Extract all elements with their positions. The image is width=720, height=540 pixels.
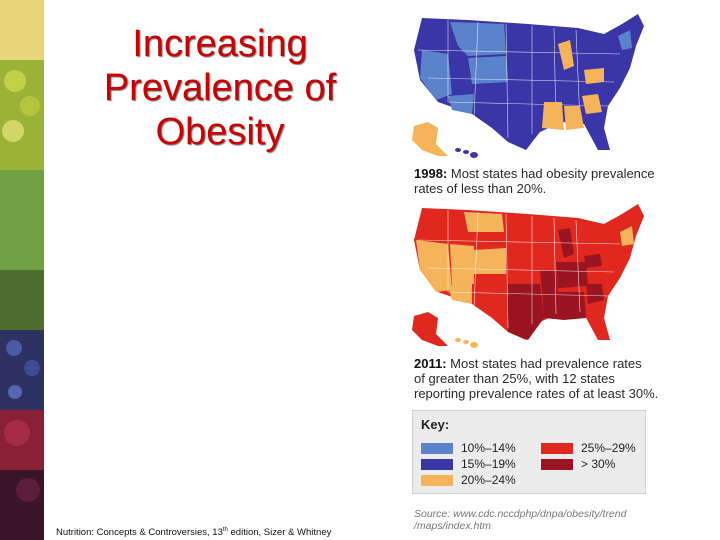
us-obesity-map-1998 — [408, 10, 652, 160]
footer-citation: Nutrition: Concepts & Controversies, 13t… — [56, 527, 331, 538]
map-2011-year: 2011: — [414, 356, 447, 371]
footer-text: edition, Sizer & Whitney — [227, 527, 332, 539]
source-line: /maps/index.htm — [414, 520, 492, 532]
map-2011-caption-text: of greater than 25%, with 12 states — [414, 371, 615, 386]
legend-swatch — [421, 443, 453, 455]
map-legend: Key: 10%–14% 15%–19% 20%–24% 25%–29% > 3… — [412, 410, 646, 494]
title-line: Increasing — [132, 23, 308, 65]
legend-item: 25%–29% — [541, 441, 636, 455]
map-1998-caption: 1998: Most states had obesity prevalence… — [414, 166, 674, 196]
title-line: Obesity — [155, 111, 285, 153]
title-line: Prevalence of — [103, 67, 337, 109]
legend-swatch — [421, 459, 453, 471]
decorative-produce-strip — [0, 0, 44, 540]
map-1998-caption-text: Most states had obesity prevalence — [447, 166, 655, 181]
legend-label: 25%–29% — [581, 441, 636, 455]
legend-swatch — [541, 443, 573, 455]
map-2011-caption-text: Most states had prevalence rates — [446, 356, 642, 371]
legend-item: 20%–24% — [421, 473, 516, 487]
legend-label: > 30% — [581, 457, 616, 471]
legend-item: 10%–14% — [421, 441, 516, 455]
legend-label: 15%–19% — [461, 457, 516, 471]
legend-label: 20%–24% — [461, 473, 516, 487]
legend-title: Key: — [421, 417, 450, 432]
legend-item: 15%–19% — [421, 457, 516, 471]
legend-label: 10%–14% — [461, 441, 516, 455]
map-2011-caption-text: reporting prevalence rates of at least 3… — [414, 386, 659, 401]
us-obesity-map-2011 — [408, 200, 652, 350]
source-line: Source: www.cdc.nccdphp/dnpa/obesity/tre… — [414, 508, 627, 520]
source-citation: Source: www.cdc.nccdphp/dnpa/obesity/tre… — [414, 508, 654, 532]
legend-swatch — [541, 459, 573, 471]
map-2011-caption: 2011: Most states had prevalence rates o… — [414, 356, 684, 401]
legend-swatch — [421, 475, 453, 487]
map-1998-year: 1998: — [414, 166, 448, 181]
slide-title: Increasing Prevalence of Obesity — [70, 22, 370, 154]
footer-superscript: th — [222, 527, 228, 533]
footer-text: Nutrition: Concepts & Controversies, 13 — [56, 527, 223, 539]
map-1998-caption-text: rates of less than 20%. — [414, 181, 547, 196]
legend-item: > 30% — [541, 457, 615, 471]
